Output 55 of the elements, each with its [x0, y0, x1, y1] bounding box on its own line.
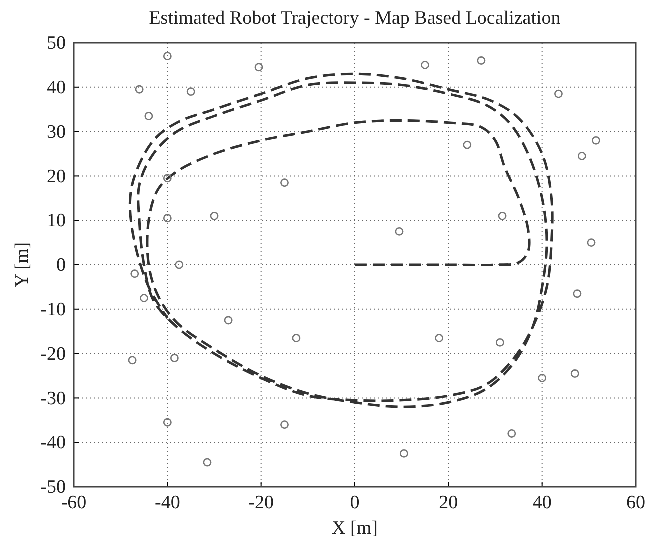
- point: [592, 136, 600, 145]
- x-tick-label: -40: [155, 492, 180, 514]
- y-tick-label: 0: [56, 255, 66, 276]
- y-tick-label: -10: [40, 299, 66, 320]
- point: [163, 214, 172, 223]
- point: [254, 63, 264, 72]
- point: [578, 152, 586, 160]
- y-tick-label: -20: [40, 344, 66, 365]
- x-tick-label: 40: [532, 492, 552, 514]
- point: [421, 60, 430, 70]
- y-tick-label: 40: [47, 77, 66, 98]
- point: [538, 374, 547, 382]
- x-axis-title: X [m]: [332, 518, 378, 539]
- x-tick-label: 60: [626, 492, 646, 514]
- y-tick-label: -40: [40, 432, 66, 454]
- x-tick-label: -20: [248, 492, 274, 514]
- line-series: [128, 72, 554, 408]
- point: [496, 338, 504, 347]
- point: [498, 212, 507, 220]
- y-tick-label: 20: [47, 166, 66, 188]
- point: [144, 112, 154, 120]
- y-axis-title: Y [m]: [12, 242, 33, 288]
- point: [400, 449, 408, 458]
- point: [463, 140, 472, 150]
- y-tick-label: 10: [47, 210, 66, 232]
- point: [508, 430, 516, 438]
- point: [477, 56, 486, 65]
- point: [186, 88, 196, 96]
- point: [128, 356, 137, 365]
- point: [280, 420, 289, 430]
- point: [135, 85, 144, 94]
- point: [573, 290, 582, 298]
- y-tick-label: 30: [47, 122, 66, 143]
- point: [130, 270, 140, 278]
- point: [395, 227, 404, 236]
- point: [163, 52, 172, 61]
- point: [435, 334, 444, 342]
- point: [170, 354, 179, 362]
- y-tick-label: 50: [47, 33, 66, 54]
- point: [554, 90, 563, 98]
- point: [140, 294, 148, 303]
- point: [163, 174, 172, 183]
- x-tick-label: 20: [439, 492, 458, 514]
- point: [210, 212, 219, 220]
- chart-title: Estimated Robot Trajectory - Map Based Localization: [149, 8, 562, 29]
- point: [163, 418, 172, 427]
- y-tick-label: -30: [40, 388, 66, 410]
- point: [175, 260, 184, 270]
- point: [292, 334, 301, 342]
- point: [224, 316, 233, 325]
- point: [203, 458, 212, 467]
- point: [570, 370, 580, 378]
- x-tick-label: 0: [350, 492, 360, 514]
- point: [280, 178, 289, 188]
- point: [587, 238, 596, 248]
